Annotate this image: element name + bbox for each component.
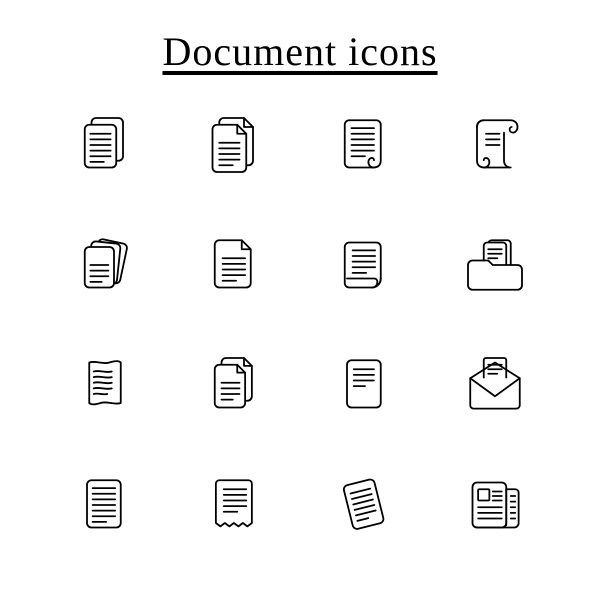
page-folded-corner-icon	[170, 205, 300, 325]
scroll-curl-bottom-icon	[300, 85, 430, 205]
documents-stack-icon	[40, 85, 170, 205]
scroll-open-icon	[430, 85, 560, 205]
receipt-torn-icon	[170, 445, 300, 565]
document-curled-icon	[300, 205, 430, 325]
page-lines-icon	[300, 325, 430, 445]
documents-duplicate-icon	[170, 325, 300, 445]
page-tilted-icon	[300, 445, 430, 565]
icon-grid	[40, 85, 560, 565]
page-title: Document icons	[162, 28, 437, 75]
wavy-page-icon	[40, 325, 170, 445]
icon-sheet: Document icons	[0, 0, 600, 600]
folder-with-files-icon	[430, 205, 560, 325]
document-in-envelope-icon	[430, 325, 560, 445]
newspaper-icon	[430, 445, 560, 565]
document-full-lines-icon	[40, 445, 170, 565]
document-fan-icon	[40, 205, 170, 325]
pages-folded-icon	[170, 85, 300, 205]
